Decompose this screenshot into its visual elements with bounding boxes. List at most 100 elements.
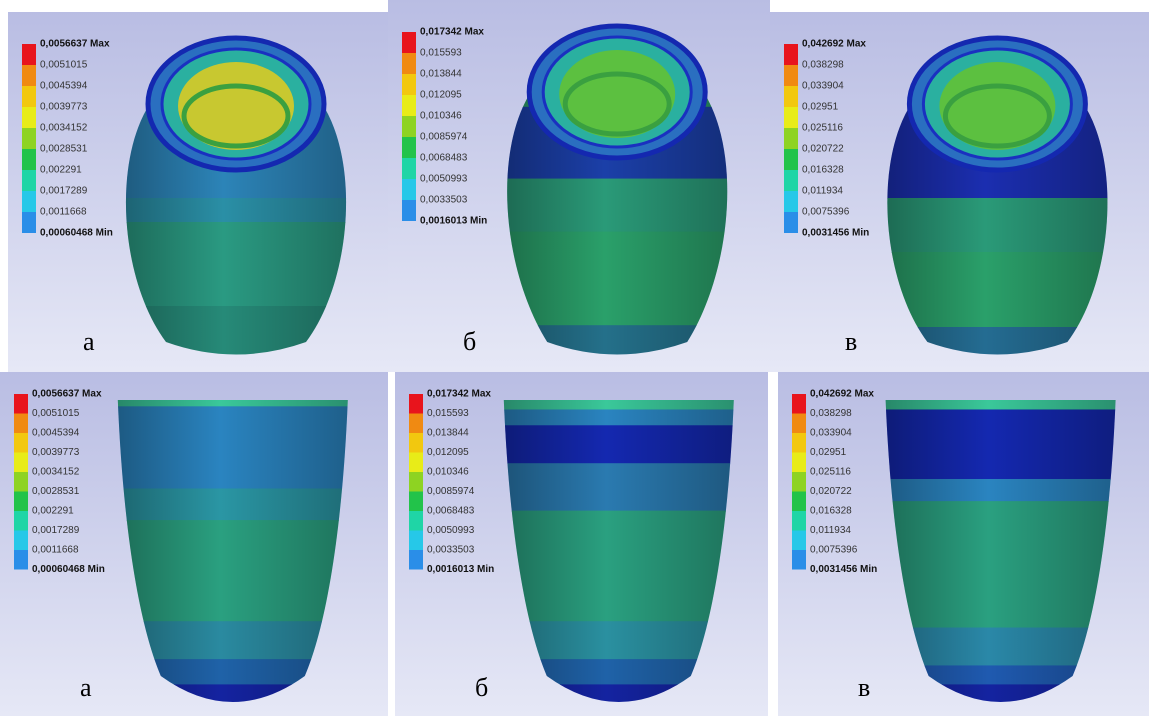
legend-color: [22, 212, 36, 233]
legend-color: [402, 158, 416, 179]
legend-level: 0,020722: [810, 486, 852, 497]
legend-level: 0,011934: [802, 186, 843, 197]
legend-level: 0,0034152: [40, 123, 88, 134]
legend-color: [784, 212, 798, 233]
legend-color: [784, 107, 798, 128]
legend-color: [22, 86, 36, 107]
legend-level: 0,0033503: [427, 545, 475, 556]
legend-color: [14, 550, 28, 570]
legend-level: 0,0017289: [32, 525, 80, 536]
legend-max: 0,042692 Max: [802, 39, 866, 50]
legend-level: 0,0085974: [427, 486, 475, 497]
legend-color: [14, 511, 28, 531]
legend-level: 0,0039773: [32, 447, 80, 458]
legend-level: 0,0051015: [40, 60, 88, 71]
legend-color: [792, 414, 806, 434]
legend-level: 0,038298: [810, 408, 852, 419]
legend-level: 0,013844: [420, 69, 462, 80]
legend-level: 0,002291: [32, 506, 74, 517]
legend-min: 0,00060468 Min: [40, 228, 113, 239]
legend-color: [14, 394, 28, 414]
legend-color: [22, 65, 36, 86]
legend-level: 0,038298: [802, 60, 844, 71]
figure: 0,0056637 Max 0,0051015 0,0045394 0,0039773…: [0, 0, 1149, 716]
legend-color: [14, 492, 28, 512]
legend-level: 0,016328: [810, 506, 852, 517]
legend-level: 0,0033503: [420, 195, 468, 206]
legend-color: [792, 472, 806, 492]
legend-level: 0,0045394: [40, 81, 88, 92]
legend-level: 0,0011668: [40, 207, 87, 218]
legend-color: [784, 44, 798, 65]
legend-color: [402, 74, 416, 95]
legend-color: [14, 453, 28, 473]
panel-letter: а: [80, 673, 92, 702]
legend-color: [792, 453, 806, 473]
legend-level: 0,013844: [427, 428, 469, 439]
legend-level: 0,015593: [420, 48, 462, 59]
legend-level: 0,025116: [802, 123, 843, 134]
legend-color: [402, 32, 416, 53]
legend-level: 0,016328: [802, 165, 844, 176]
legend-min: 0,00060468 Min: [32, 564, 105, 575]
legend-level: 0,0039773: [40, 102, 88, 113]
legend-level: 0,012095: [427, 447, 469, 458]
legend-color: [792, 433, 806, 453]
legend-level: 0,02951: [802, 102, 839, 113]
legend-level: 0,0068483: [420, 153, 468, 164]
legend-min: 0,0031456 Min: [810, 564, 877, 575]
legend-color: [784, 191, 798, 212]
legend-level: 0,033904: [810, 428, 852, 439]
panel: 0,042692 Max 0,038298 0,033904 0,02951 0,025…: [778, 372, 1149, 716]
legend-color: [22, 107, 36, 128]
legend-color: [784, 128, 798, 149]
legend-level: 0,0028531: [40, 144, 88, 155]
legend-max: 0,0056637 Max: [40, 39, 110, 50]
legend-level: 0,0050993: [420, 174, 468, 185]
legend-max: 0,017342 Max: [420, 27, 484, 38]
legend-color: [402, 200, 416, 221]
legend-level: 0,0075396: [810, 545, 858, 556]
legend-min: 0,0016013 Min: [427, 564, 494, 575]
legend-level: 0,0017289: [40, 186, 88, 197]
legend-color: [402, 53, 416, 74]
legend-min: 0,0016013 Min: [420, 216, 487, 227]
legend-color: [14, 531, 28, 551]
legend-color: [784, 65, 798, 86]
legend-level: 0,0011668: [32, 545, 79, 556]
legend-color: [22, 44, 36, 65]
legend-color: [402, 95, 416, 116]
legend-min: 0,0031456 Min: [802, 228, 869, 239]
panel: 0,0056637 Max0,00510150,00453940,0039773…: [0, 372, 388, 716]
legend-level: 0,0051015: [32, 408, 80, 419]
legend-level: 0,0028531: [32, 486, 80, 497]
legend-color: [409, 394, 423, 414]
legend-color: [22, 128, 36, 149]
legend-color: [792, 550, 806, 570]
panel-letter: б: [463, 327, 476, 356]
panel-letter: б: [475, 673, 488, 702]
legend-color: [402, 116, 416, 137]
legend-color: [409, 550, 423, 570]
legend-color: [409, 414, 423, 434]
legend-level: 0,020722: [802, 144, 844, 155]
legend-level: 0,0085974: [420, 132, 468, 143]
legend-color: [409, 433, 423, 453]
legend-max: 0,042692 Max: [810, 389, 874, 400]
legend-color: [402, 179, 416, 200]
legend-color: [792, 492, 806, 512]
panel: 0,0056637 Max 0,0051015 0,0045394 0,0039773…: [8, 12, 388, 374]
legend-level: 0,0075396: [802, 207, 850, 218]
legend-level: 0,012095: [420, 90, 462, 101]
legend-level: 0,02951: [810, 447, 847, 458]
legend-level: 0,025116: [810, 467, 851, 478]
panel-letter: в: [845, 327, 857, 356]
legend-color: [402, 137, 416, 158]
legend-max: 0,017342 Max: [427, 389, 491, 400]
legend-level: 0,011934: [810, 525, 851, 536]
legend-level: 0,010346: [427, 467, 469, 478]
legend-color: [22, 191, 36, 212]
legend-level: 0,002291: [40, 165, 82, 176]
legend-color: [14, 472, 28, 492]
legend-color: [14, 414, 28, 434]
